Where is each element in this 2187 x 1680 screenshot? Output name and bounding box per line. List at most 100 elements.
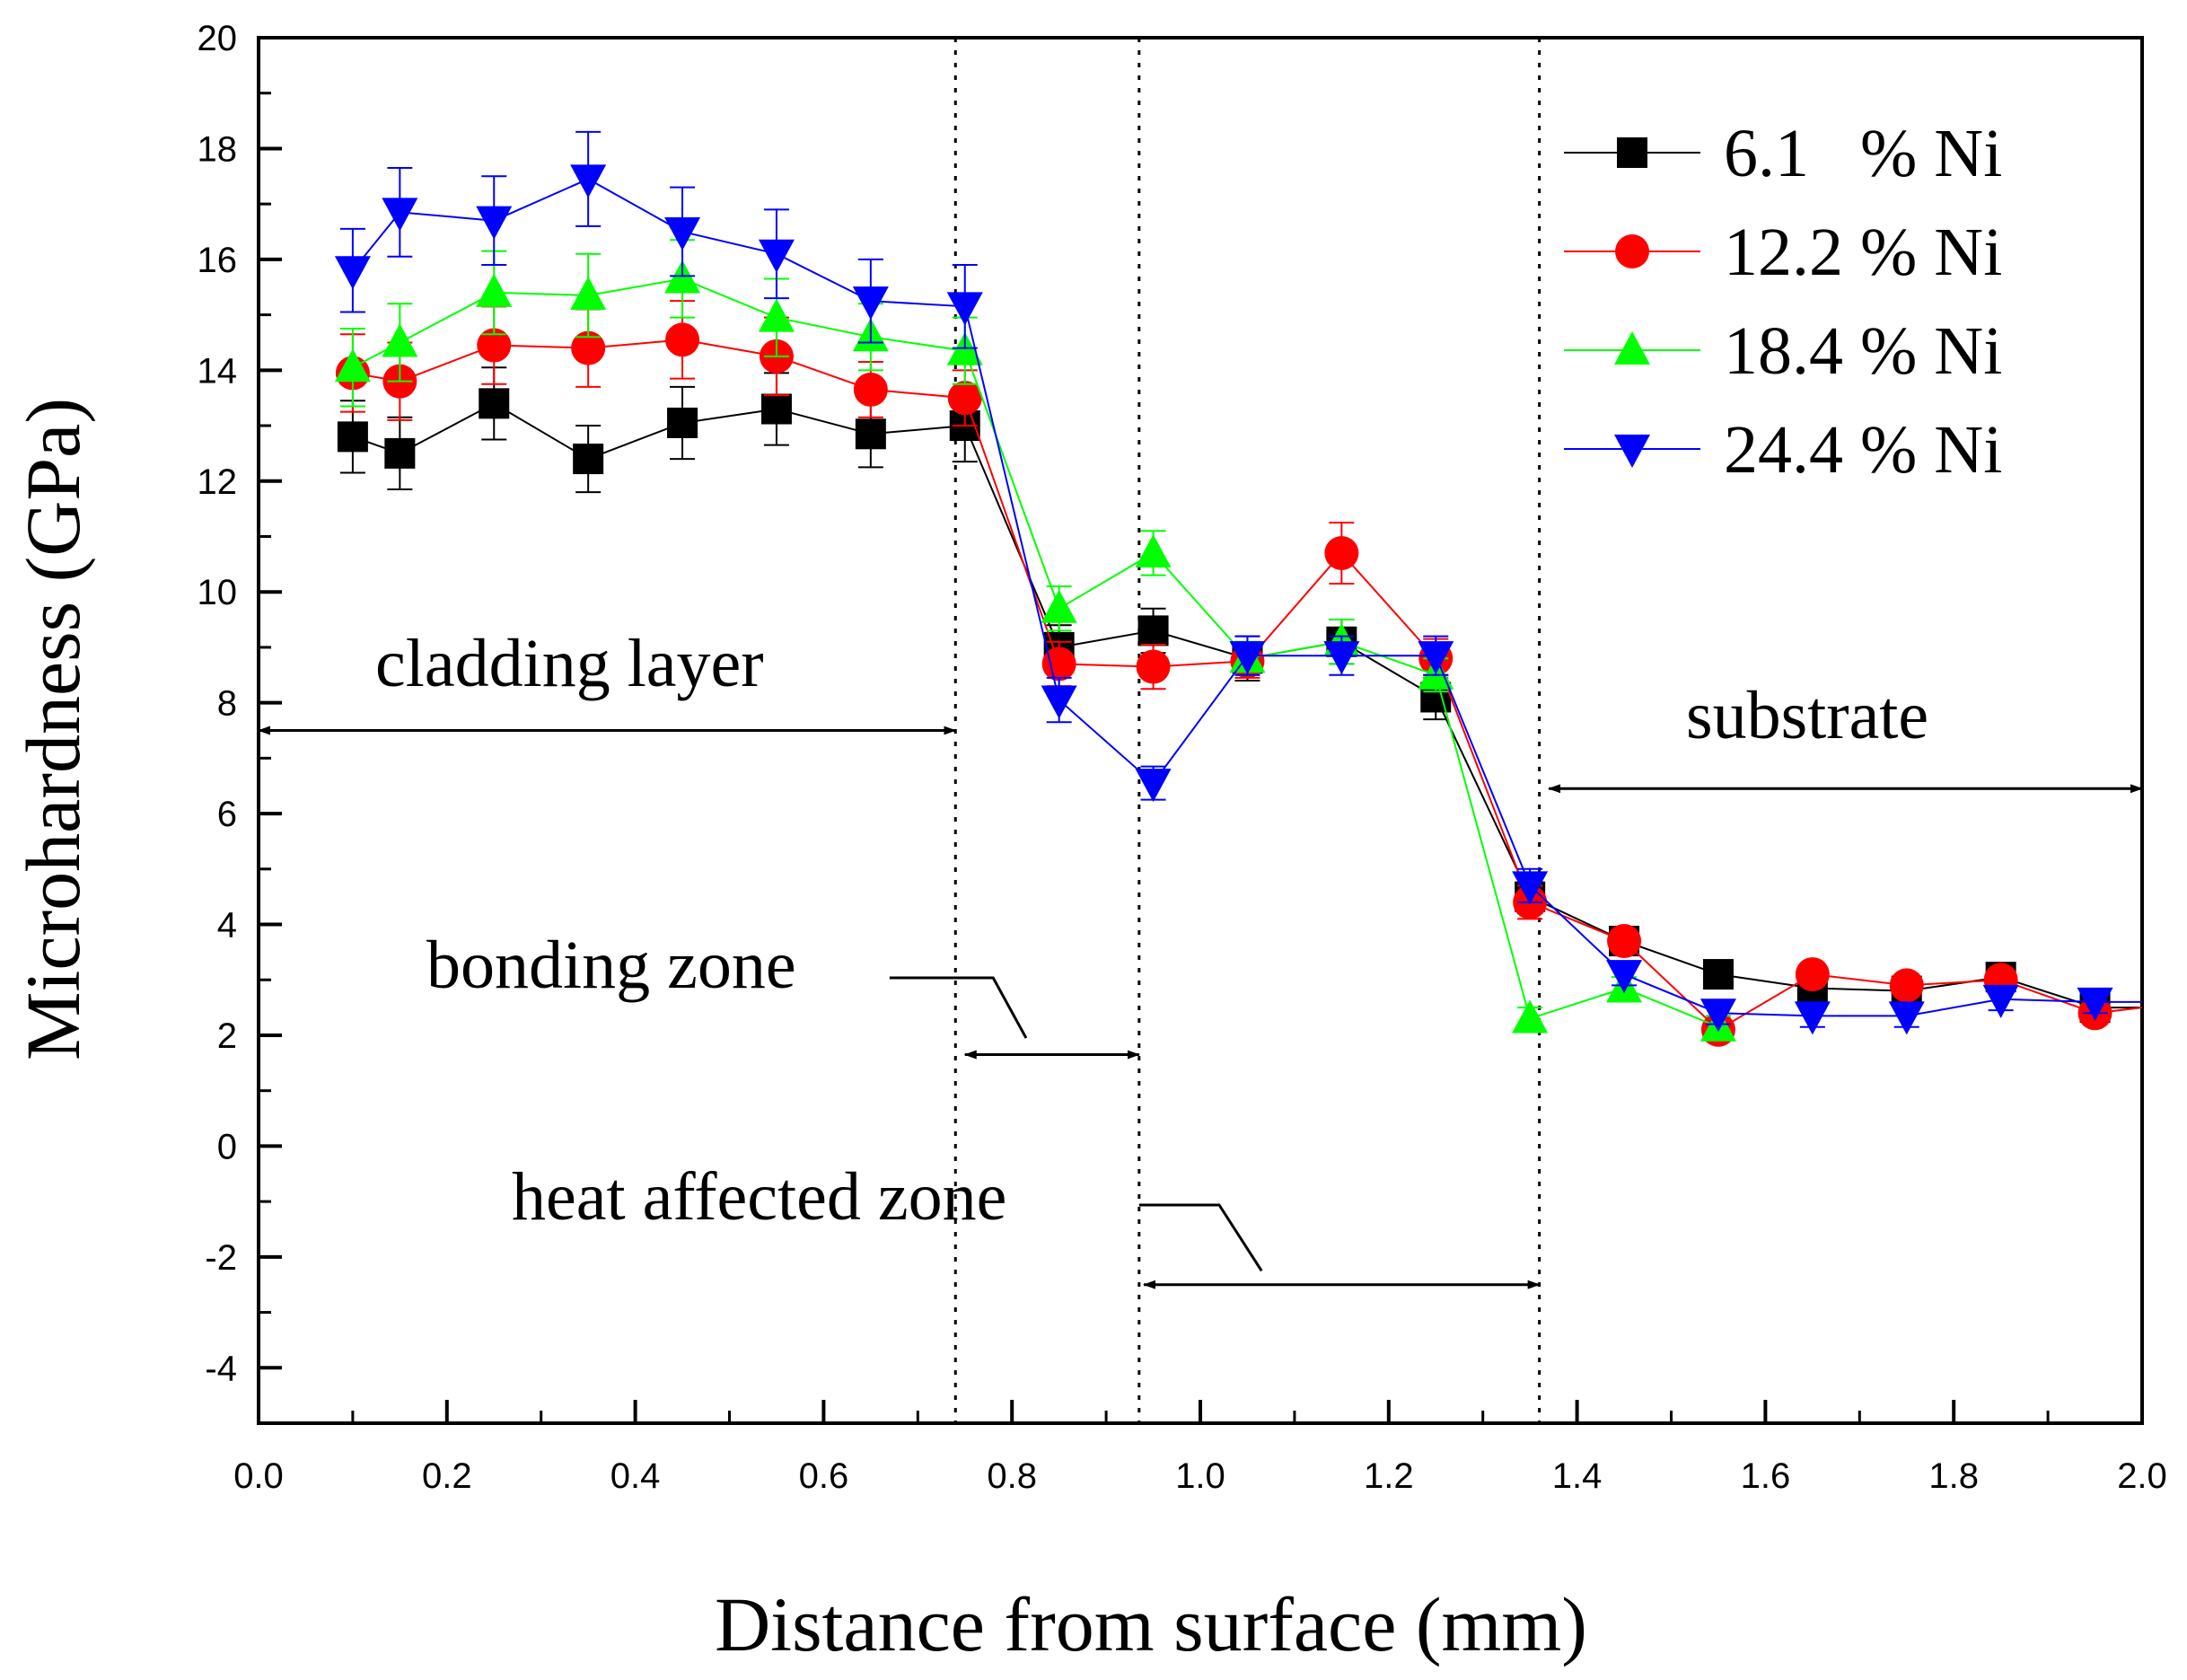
- data-point-3-8: [1041, 685, 1077, 719]
- y-axis-title: Microhardness (GPa): [10, 398, 96, 1060]
- data-point-2-3: [570, 276, 607, 310]
- annotation-cladding-layer: cladding layer: [375, 626, 764, 701]
- bonding-zone-leader: [889, 976, 1028, 1039]
- y-tick-label-4: 4: [217, 906, 237, 946]
- legend-marker-0: [1617, 137, 1647, 168]
- legend-marker-1: [1615, 234, 1649, 268]
- data-point-0-1: [384, 437, 416, 469]
- data-point-0-3: [573, 444, 604, 475]
- x-tick-label-9: 1.8: [1928, 1456, 1979, 1496]
- data-point-2-13: [1512, 999, 1549, 1034]
- data-point-1-4: [665, 322, 700, 357]
- annotation-bonding-zone: bonding zone: [426, 928, 796, 1003]
- data-point-3-9: [1135, 769, 1172, 803]
- data-point-3-12: [1418, 641, 1454, 675]
- heat-affected-zone-leader: [1138, 1203, 1263, 1272]
- y-tick-label-11: 18: [198, 129, 238, 169]
- data-point-1-9: [1136, 649, 1171, 684]
- y-tick-label-7: 10: [198, 573, 238, 612]
- data-point-3-5: [758, 239, 795, 273]
- zone-annotations: cladding layer bonding zone heat affecte…: [258, 626, 2143, 1289]
- legend-entry-1: 12.2 % Ni: [1564, 215, 2002, 290]
- y-tick-label-6: 8: [217, 684, 237, 724]
- data-point-3-6: [852, 286, 889, 321]
- x-tick-label-8: 1.6: [1741, 1456, 1791, 1496]
- y-tick-label-5: 6: [217, 795, 237, 834]
- legend: 6.1 % Ni 12.2 % Ni 18.4 % Ni 24.4 % Ni: [1564, 116, 2002, 488]
- x-tick-label-1: 0.2: [422, 1456, 472, 1496]
- data-point-3-14: [1606, 960, 1643, 994]
- data-point-0-15: [1702, 959, 1734, 990]
- legend-label-2: 18.4 % Ni: [1724, 313, 2002, 389]
- data-point-1-16: [1795, 957, 1830, 992]
- data-point-1-14: [1607, 924, 1642, 959]
- data-point-0-9: [1137, 615, 1169, 646]
- x-tick-label-2: 0.4: [610, 1456, 661, 1496]
- data-point-2-5: [758, 298, 795, 332]
- annotation-substrate: substrate: [1686, 678, 1928, 753]
- legend-label-3: 24.4 % Ni: [1724, 412, 2002, 488]
- y-tick-label-12: 20: [198, 19, 238, 58]
- data-point-2-0: [334, 348, 371, 383]
- data-point-3-2: [476, 206, 513, 240]
- series-line-3: [352, 178, 2142, 1017]
- data-point-0-4: [667, 407, 698, 438]
- x-tick-label-5: 1.0: [1175, 1456, 1225, 1496]
- legend-entry-3: 24.4 % Ni: [1564, 412, 2002, 488]
- x-tick-label-6: 1.2: [1364, 1456, 1414, 1496]
- x-tick-label-7: 1.4: [1552, 1456, 1603, 1496]
- legend-marker-2: [1614, 331, 1650, 365]
- data-point-1-11: [1324, 535, 1359, 570]
- x-tick-label-10: 2.0: [2117, 1456, 2167, 1496]
- data-point-0-6: [855, 418, 886, 450]
- data-point-0-0: [337, 421, 368, 453]
- data-point-1-17: [1889, 968, 1924, 1003]
- legend-marker-3: [1614, 435, 1650, 468]
- data-point-3-1: [382, 198, 418, 232]
- series-3: [334, 130, 2142, 1035]
- y-tick-label-9: 14: [198, 351, 238, 391]
- data-point-2-9: [1135, 533, 1172, 567]
- annotation-heat-affected-zone: heat affected zone: [512, 1159, 1006, 1235]
- data-point-3-10: [1229, 641, 1266, 675]
- legend-label-0: 6.1 % Ni: [1724, 116, 2002, 191]
- data-point-3-17: [1888, 1001, 1925, 1035]
- data-point-3-16: [1794, 1001, 1831, 1035]
- y-tick-label-0: -4: [205, 1349, 237, 1388]
- data-point-3-13: [1512, 871, 1549, 905]
- x-tick-label-0: 0.0: [233, 1456, 284, 1496]
- data-point-0-5: [760, 393, 792, 425]
- y-tick-label-8: 12: [198, 462, 238, 502]
- legend-label-1: 12.2 % Ni: [1724, 215, 2002, 290]
- data-point-0-2: [479, 388, 510, 419]
- data-point-2-2: [476, 273, 513, 307]
- data-point-3-0: [334, 256, 371, 290]
- data-point-1-3: [571, 330, 606, 365]
- legend-entry-0: 6.1 % Ni: [1564, 116, 2002, 191]
- data-point-1-7: [947, 381, 982, 416]
- series-line-2: [352, 277, 1719, 1028]
- data-point-1-6: [853, 372, 888, 407]
- data-point-2-1: [382, 323, 418, 357]
- legend-entry-2: 18.4 % Ni: [1564, 313, 2002, 389]
- y-tick-label-2: 0: [217, 1127, 237, 1166]
- axis-ticks: 0.0 0.2 0.4 0.6 0.8 1.0 1.2 1.4 1.6 1.8 2.0-4-2024…: [198, 19, 2167, 1496]
- y-tick-label-1: -2: [205, 1238, 237, 1278]
- x-axis-title: Distance from surface (mm): [715, 1581, 1587, 1667]
- data-point-3-7: [946, 292, 983, 326]
- data-point-1-2: [477, 328, 512, 363]
- data-point-3-11: [1323, 641, 1360, 675]
- x-tick-label-3: 0.6: [799, 1456, 849, 1496]
- data-point-3-19: [2077, 987, 2113, 1021]
- y-tick-label-10: 16: [198, 241, 238, 280]
- series-layer: [334, 130, 2143, 1047]
- x-tick-label-4: 0.8: [987, 1456, 1037, 1496]
- y-tick-label-3: 2: [217, 1016, 237, 1056]
- data-point-3-4: [664, 217, 701, 251]
- data-point-2-8: [1041, 589, 1077, 623]
- data-point-3-3: [570, 164, 607, 198]
- data-point-3-18: [1982, 984, 2019, 1018]
- data-point-1-8: [1041, 646, 1076, 682]
- data-point-3-15: [1700, 998, 1736, 1033]
